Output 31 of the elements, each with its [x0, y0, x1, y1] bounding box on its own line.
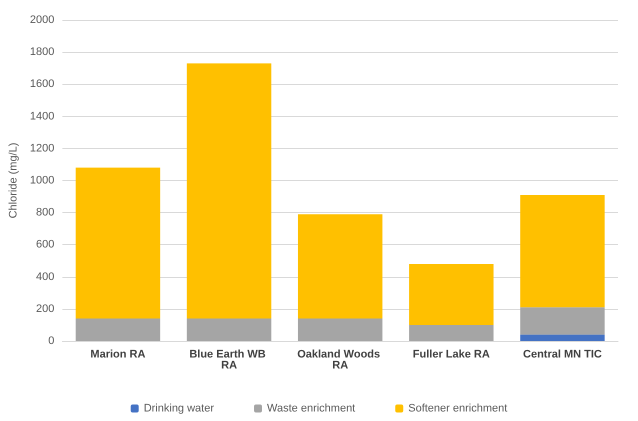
bar: [520, 194, 605, 308]
x-tick-label: Fuller Lake RA: [412, 348, 490, 360]
legend-label: Softener enrichment: [408, 402, 508, 414]
legend-label: Waste enrichment: [267, 402, 356, 414]
x-tick-label: Oakland Woods RA: [297, 348, 384, 372]
bar: [409, 324, 494, 341]
bar: [186, 63, 272, 319]
bar: [520, 307, 605, 335]
y-tick-label: 1400: [30, 110, 54, 122]
y-tick-label: 2000: [30, 14, 54, 26]
x-tick-label: Marion RA: [90, 348, 146, 360]
y-tick-label: 1800: [30, 46, 54, 58]
bar: [298, 214, 382, 319]
y-tick-label: 200: [36, 302, 54, 315]
bar: [520, 334, 605, 341]
legend-label: Drinking water: [144, 402, 214, 414]
x-tick-label: Central MN TIC: [523, 348, 602, 360]
y-tick-label: 1600: [30, 78, 54, 90]
bar: [76, 168, 160, 319]
bar: [409, 264, 494, 325]
y-axis-title: Chloride (mg/L): [8, 142, 20, 218]
bar: [186, 318, 272, 341]
y-tick-label: 600: [36, 238, 54, 251]
y-tick-label: 0: [48, 335, 54, 347]
y-tick-label: 400: [36, 270, 54, 283]
y-tick-label: 1200: [30, 142, 54, 154]
y-tick-label: 800: [36, 206, 54, 219]
bar: [76, 318, 160, 341]
x-tick-label: Blue Earth WB RA: [189, 348, 269, 372]
y-tick-label: 1000: [30, 174, 54, 186]
bar: [298, 318, 382, 341]
